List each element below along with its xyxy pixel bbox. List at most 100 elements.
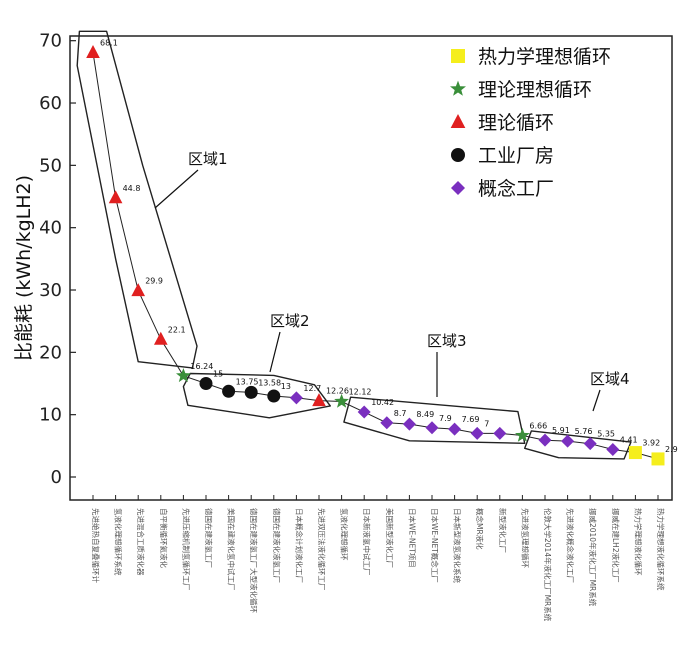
data-label: 22.1 (168, 325, 186, 334)
legend-square-icon (451, 49, 465, 63)
data-label: 5.91 (552, 426, 570, 435)
x-tick-label: 先进混合工质液化器 (136, 508, 146, 576)
data-label: 15 (213, 370, 223, 379)
region-arrow (154, 169, 199, 209)
region-arrow (592, 389, 601, 412)
x-tick-label: 先进压缩机制氢循环工厂 (181, 508, 191, 591)
diamond-point (425, 421, 439, 435)
data-label: 13 (281, 382, 291, 391)
x-tick-label: 先进液氢理想循环 (520, 508, 530, 568)
data-label: 2.9 (665, 445, 678, 454)
x-tick-label: 日本新液氢中试工厂 (362, 508, 372, 576)
diamond-point (357, 405, 371, 419)
x-tick-label: 自平衡循环氦液化 (159, 508, 169, 568)
triangle-point (312, 393, 326, 407)
square-point (651, 452, 665, 466)
x-tick-label: 概念MR液化 (475, 508, 485, 550)
circle-point (199, 377, 213, 391)
diamond-point (538, 433, 552, 447)
data-label: 7.69 (462, 415, 480, 424)
legend-triangle-icon (450, 113, 466, 128)
legend-label: 理论理想循环 (478, 79, 592, 101)
data-label: 4.41 (620, 436, 638, 445)
x-tick-label: 氢液化理想循环 (340, 508, 350, 561)
region-arrow (269, 331, 281, 373)
x-tick-label: 热力学理想液化循环系统 (656, 508, 666, 591)
y-tick-label: 40 (39, 218, 62, 239)
y-tick-label: 70 (39, 31, 62, 52)
x-tick-label: 日本新型液氢液化系统 (453, 508, 463, 583)
x-tick-label: 德国在建液化液氢工厂 (272, 508, 282, 583)
data-label: 7 (484, 419, 489, 428)
circle-point (267, 389, 281, 403)
regions (76, 30, 632, 460)
region-2-outline (182, 372, 331, 419)
x-tick-label: 挪威在建LH2液化工厂 (611, 508, 621, 583)
data-label: 7.9 (439, 414, 452, 423)
diamond-point (470, 426, 484, 440)
diamond-point (561, 434, 575, 448)
diamond-point (448, 422, 462, 436)
data-label: 68.1 (100, 39, 118, 48)
data-label: 3.92 (642, 439, 660, 448)
data-label: 13.75 (236, 377, 259, 386)
data-label: 12.7 (303, 384, 321, 393)
y-tick-label: 50 (39, 155, 62, 176)
x-tick-label: 德国在建液氢工厂大型液化循环 (249, 508, 259, 613)
region-label: 区域2 (270, 312, 310, 330)
data-label: 8.7 (394, 409, 407, 418)
region-3-outline (343, 396, 526, 444)
region-4-outline (524, 430, 632, 460)
x-tick-label: 先进液化概念液化工厂 (566, 508, 576, 583)
legend-label: 工业厂房 (478, 145, 554, 167)
star-point (334, 393, 349, 408)
x-tick-label: 氢液化理想循环系统 (114, 508, 124, 576)
diamond-point (380, 416, 394, 430)
y-tick-label: 60 (39, 93, 62, 114)
data-label: 10.42 (371, 398, 394, 407)
x-tick-label: 新型液化工厂 (498, 508, 508, 553)
region-1-outline (76, 30, 198, 369)
legend-circle-icon (451, 148, 465, 162)
triangle-point (86, 45, 100, 59)
data-label: 12.26 (326, 387, 349, 396)
x-tick-label: 美国新型液化工厂 (385, 508, 395, 568)
diamond-point (402, 417, 416, 431)
diamond-point (493, 426, 507, 440)
legend-label: 理论循环 (478, 112, 554, 134)
circle-point (244, 385, 258, 399)
x-tick-label: 日本概念计划液化工厂 (294, 508, 304, 583)
square-point (628, 446, 642, 460)
data-label: 13.58 (258, 378, 281, 387)
star-point (515, 427, 530, 442)
triangle-point (153, 331, 168, 345)
data-label: 16.24 (190, 362, 213, 371)
legend-label: 热力学理想循环 (478, 46, 611, 68)
region-label: 区域4 (590, 370, 630, 388)
legend-diamond-icon (451, 181, 465, 195)
region-label: 区域1 (188, 150, 228, 168)
data-label: 12.12 (349, 387, 372, 396)
x-tick-label: 日本WE-NET项目 (407, 508, 417, 568)
data-label: 5.76 (575, 427, 593, 436)
star-point (176, 368, 191, 383)
x-tick-label: 先进双压法液化循环工厂 (317, 508, 327, 591)
data-label: 8.49 (416, 410, 434, 419)
triangle-point (108, 190, 123, 204)
triangle-point (131, 283, 146, 297)
x-tick-label: 挪威2010年液化工厂MR系统 (588, 508, 598, 607)
diamond-point (583, 437, 597, 451)
data-label: 44.8 (123, 184, 141, 193)
x-tick-label: 热力学理想液化循环 (633, 508, 643, 576)
plot-frame (69, 35, 673, 501)
axes: 0 10 20 30 40 50 60 70 比能耗 (kWh/kgLH2) 先进绝热自复叠循环计… (13, 31, 673, 622)
marks (86, 45, 665, 466)
data-label: 6.66 (529, 421, 547, 430)
diamond-point (606, 443, 620, 457)
region-label: 区域3 (427, 332, 467, 350)
x-tick-label: 日本WE-NET概念工厂 (430, 508, 440, 583)
